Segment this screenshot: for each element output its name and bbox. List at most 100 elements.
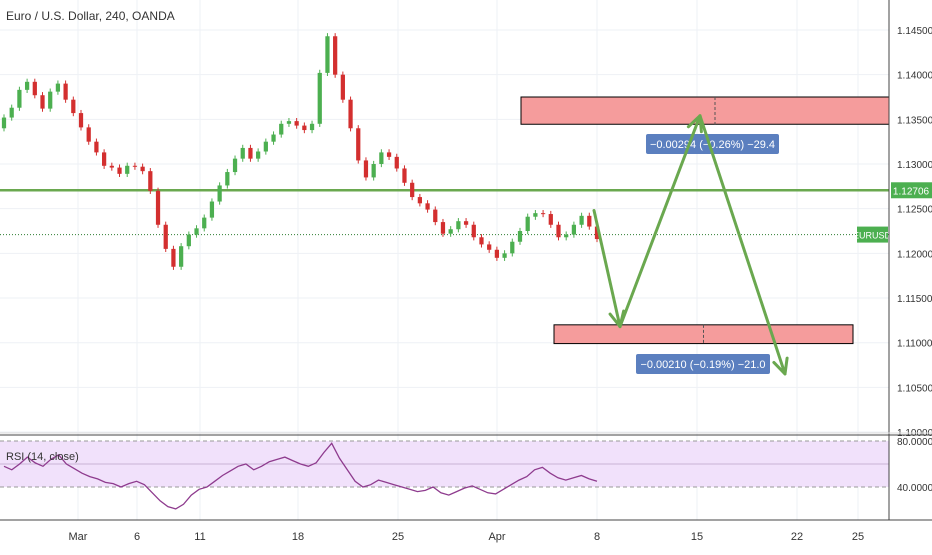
projection-arrow-line bbox=[592, 208, 622, 329]
price-tick-label: 1.12000 bbox=[897, 249, 932, 260]
candle-body bbox=[86, 127, 91, 142]
date-tick-label: 15 bbox=[691, 531, 703, 543]
candle-body bbox=[517, 231, 523, 242]
candle-body bbox=[579, 215, 584, 225]
candle-body bbox=[163, 224, 168, 249]
candle-body bbox=[556, 224, 561, 238]
date-tick-label: 25 bbox=[852, 531, 864, 543]
candle-body bbox=[410, 182, 415, 198]
projection-arrow-line bbox=[698, 114, 787, 376]
candle-body bbox=[325, 36, 330, 73]
candle-body bbox=[232, 158, 238, 173]
candle-body bbox=[32, 81, 37, 96]
symbol-label: EURUSD bbox=[853, 231, 892, 241]
candle-body bbox=[533, 213, 538, 217]
candle-body bbox=[340, 74, 345, 100]
rsi-layer bbox=[0, 440, 889, 510]
candle-body bbox=[148, 171, 153, 191]
candle-body bbox=[494, 249, 500, 258]
chart-title: Euro / U.S. Dollar, 240, OANDA bbox=[6, 9, 175, 23]
candle-body bbox=[371, 164, 376, 178]
price-tick-label: 1.12500 bbox=[897, 205, 932, 216]
candle-body bbox=[125, 165, 130, 174]
candle-body bbox=[109, 165, 114, 168]
candle-body bbox=[94, 141, 99, 153]
candle-body bbox=[271, 134, 276, 142]
date-tick-label: 8 bbox=[594, 531, 600, 543]
candle-body bbox=[487, 244, 492, 250]
candle-body bbox=[394, 156, 399, 169]
candle-body bbox=[263, 141, 268, 152]
price-tick-label: 1.11000 bbox=[897, 339, 932, 350]
candle-body bbox=[1, 117, 7, 129]
candle-body bbox=[279, 123, 284, 135]
candle-body bbox=[317, 72, 322, 124]
candle-body bbox=[525, 216, 530, 232]
candle-body bbox=[240, 147, 245, 159]
candle-body bbox=[379, 152, 384, 165]
price-tick-label: 1.13000 bbox=[897, 160, 932, 171]
candle-body bbox=[502, 253, 507, 258]
price-tick-label: 1.10000 bbox=[897, 428, 932, 439]
candle-body bbox=[571, 224, 577, 235]
candle-body bbox=[155, 190, 161, 225]
date-tick-label: 11 bbox=[194, 531, 205, 543]
date-tick-label: 22 bbox=[791, 531, 803, 543]
candle-body bbox=[286, 121, 292, 124]
candle-body bbox=[171, 248, 176, 267]
date-tick-label: 18 bbox=[292, 531, 304, 543]
candle-body bbox=[471, 224, 476, 238]
price-tick-label: 1.14000 bbox=[897, 71, 932, 82]
price-tick-label: 1.11500 bbox=[897, 294, 932, 305]
price-tick-label: 1.14500 bbox=[897, 26, 932, 37]
candle-body bbox=[9, 107, 14, 118]
candle-body bbox=[456, 221, 461, 230]
candle-body bbox=[179, 246, 184, 267]
symbol-badge bbox=[857, 226, 888, 243]
date-tick-label: Apr bbox=[488, 531, 505, 543]
arrow-layer[interactable] bbox=[592, 114, 789, 376]
candle-body bbox=[63, 83, 68, 100]
projection-arrowhead bbox=[772, 356, 789, 376]
measure-badge bbox=[646, 134, 779, 154]
candle-body bbox=[256, 151, 261, 159]
candle-body bbox=[309, 123, 315, 131]
projection-arrow-line bbox=[618, 114, 702, 329]
price-tick-label: 1.10500 bbox=[897, 383, 932, 394]
rsi-tick-label: 40.0000 bbox=[897, 483, 932, 494]
candle-body bbox=[540, 213, 546, 215]
candle-body bbox=[194, 228, 199, 235]
candle-body bbox=[386, 152, 392, 157]
zone-layer[interactable]: −0.00294 (−0.26%) −29.4 −0.00210 (−0.19%)… bbox=[520, 96, 890, 374]
candle-body bbox=[140, 166, 145, 172]
candle-body bbox=[448, 229, 453, 234]
candle-body bbox=[510, 241, 515, 254]
candle-body bbox=[24, 81, 30, 90]
candle-body bbox=[132, 165, 138, 167]
rsi-line bbox=[3, 442, 598, 510]
candle-body bbox=[217, 185, 222, 202]
candle-body bbox=[402, 168, 407, 183]
candle-body bbox=[101, 152, 107, 166]
candle-body bbox=[40, 95, 45, 109]
candle-body bbox=[356, 128, 361, 161]
candle-body bbox=[548, 214, 553, 225]
price-tick-label: 1.13500 bbox=[897, 115, 932, 126]
candle-body bbox=[225, 172, 230, 186]
candle-body bbox=[440, 222, 446, 234]
candle-body bbox=[302, 125, 307, 131]
candle-body bbox=[479, 237, 484, 245]
candle-body bbox=[348, 99, 353, 129]
date-tick-label: 6 bbox=[134, 531, 140, 543]
target-zone bbox=[520, 96, 890, 125]
candle-body bbox=[117, 167, 122, 174]
measure-badge bbox=[636, 354, 770, 374]
measure-label: −0.00210 (−0.19%) −21.0 bbox=[640, 359, 765, 371]
candle-body bbox=[333, 36, 338, 75]
price-line-badge bbox=[891, 182, 932, 199]
candle-body bbox=[78, 113, 84, 128]
level-layer: 1.12706 EURUSD bbox=[0, 182, 932, 243]
rsi-title: RSI (14, close) bbox=[6, 451, 79, 463]
